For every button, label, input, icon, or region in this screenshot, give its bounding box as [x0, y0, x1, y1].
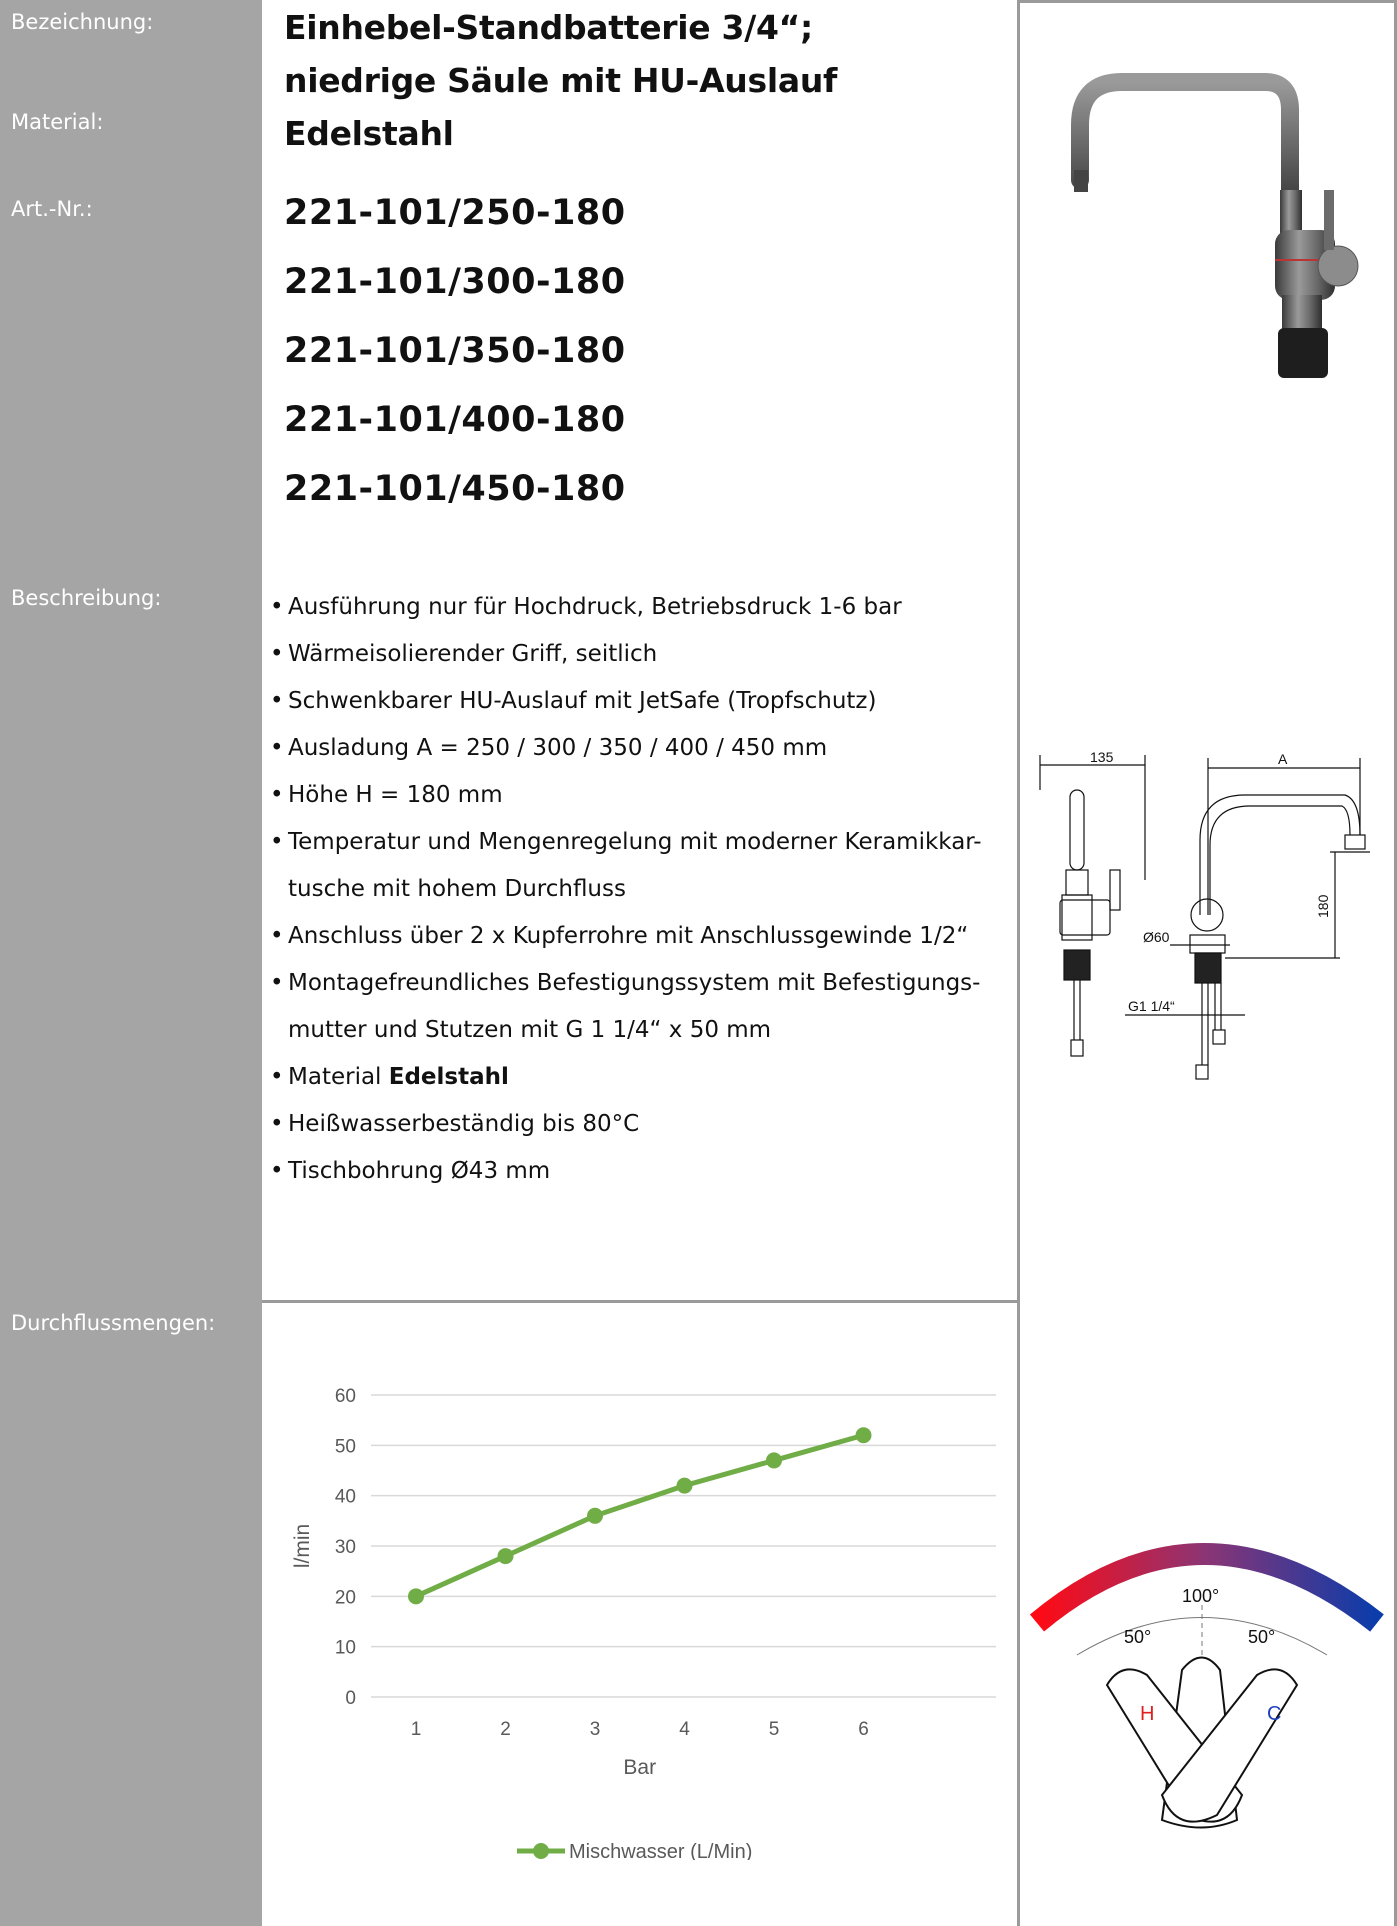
- description-item: Ausführung nur für Hochdruck, Betriebsdr…: [268, 584, 1008, 631]
- article-number: 221-101/300-180: [284, 262, 626, 302]
- y-tick-label: 40: [335, 1487, 356, 1508]
- dim-180-label: 180: [1315, 894, 1331, 918]
- top-border: [1018, 0, 1397, 3]
- series-line: [414, 1432, 865, 1599]
- right-border: [1394, 0, 1397, 1926]
- description-item: Heißwasserbeständig bis 80°C: [268, 1101, 1008, 1148]
- data-point: [408, 1588, 424, 1605]
- description-list: Ausführung nur für Hochdruck, Betriebsdr…: [268, 584, 1008, 1195]
- description-item: Montagefreundliches Befestigungssystem m…: [268, 960, 1008, 1054]
- article-number: 221-101/250-180: [284, 193, 626, 233]
- description-item: Wärmeisolierender Griff, seitlich: [268, 631, 1008, 678]
- legend-marker: [533, 1843, 549, 1859]
- dim-d60-label: Ø60: [1143, 929, 1170, 945]
- label-durchflussmengen: Durchflussmengen:: [11, 1311, 216, 1335]
- description-item: Ausladung A = 250 / 300 / 350 / 400 / 45…: [268, 725, 1008, 772]
- dim-a-label: A: [1278, 751, 1288, 767]
- description-item: Höhe H = 180 mm: [268, 772, 1008, 819]
- article-number: 221-101/450-180: [284, 469, 626, 509]
- section-divider: [262, 1300, 1020, 1303]
- y-tick-label: 20: [335, 1587, 356, 1608]
- dim-g-label: G1 1/4“: [1128, 998, 1175, 1014]
- lever-angle-diagram: H C 100° 50° 50°: [1029, 1543, 1384, 1829]
- x-tick-label: 6: [858, 1719, 869, 1740]
- article-number: 221-101/400-180: [284, 400, 626, 440]
- legend-label: Mischwasser (L/Min): [569, 1841, 752, 1860]
- technical-drawing: 135 A 180 Ø60 G1 1/4“: [1039, 749, 1370, 1080]
- description-item: Schwenkbarer HU-Auslauf mit JetSafe (Tro…: [268, 678, 1008, 725]
- column-divider: [1017, 0, 1020, 1926]
- y-tick-label: 30: [335, 1537, 356, 1558]
- x-axis-label: Bar: [623, 1756, 656, 1779]
- product-material: Edelstahl: [284, 114, 454, 153]
- hot-label: H: [1140, 1703, 1154, 1725]
- data-point: [855, 1427, 872, 1444]
- data-point: [497, 1548, 514, 1565]
- product-title-line1: Einhebel-Standbatterie 3/4“;: [284, 8, 813, 47]
- label-artnr: Art.-Nr.:: [11, 197, 93, 221]
- x-tick-label: 3: [590, 1719, 601, 1740]
- angle-total-label: 100°: [1182, 1586, 1219, 1606]
- description-item: Tischbohrung Ø43 mm: [268, 1148, 1008, 1195]
- x-tick-label: 2: [500, 1719, 511, 1740]
- y-tick-label: 60: [335, 1386, 356, 1407]
- y-axis-label: l/min: [291, 1524, 314, 1568]
- description-item: Temperatur und Mengenregelung mit modern…: [268, 819, 1008, 913]
- label-beschreibung: Beschreibung:: [11, 586, 162, 610]
- y-tick-label: 0: [345, 1688, 356, 1709]
- flow-chart: 0 10 20 30 40 50 60 1 2 3 4 5 6 Bar l/min Mischwasser (…: [291, 1386, 996, 1860]
- product-title-line2: niedrige Säule mit HU-Auslauf: [284, 61, 838, 100]
- cold-label: C: [1267, 1703, 1281, 1725]
- label-material: Material:: [11, 110, 104, 134]
- description-item: Material Edelstahl: [268, 1054, 1008, 1101]
- dim-135-label: 135: [1090, 749, 1114, 765]
- faucet-product-image: [1071, 73, 1359, 378]
- y-tick-label: 50: [335, 1436, 356, 1457]
- angle-right-label: 50°: [1248, 1627, 1275, 1647]
- x-tick-label: 5: [769, 1719, 780, 1740]
- label-column: [0, 0, 262, 1926]
- article-number: 221-101/350-180: [284, 331, 626, 371]
- angle-left-label: 50°: [1124, 1627, 1151, 1647]
- label-bezeichnung: Bezeichnung:: [11, 10, 154, 34]
- data-point: [676, 1477, 693, 1494]
- data-point: [587, 1507, 603, 1524]
- data-point: [766, 1452, 782, 1469]
- x-tick-label: 1: [411, 1719, 422, 1740]
- description-item: Anschluss über 2 x Kupferrohre mit Ansch…: [268, 913, 1008, 960]
- y-tick-label: 10: [335, 1638, 356, 1659]
- x-tick-label: 4: [679, 1719, 690, 1740]
